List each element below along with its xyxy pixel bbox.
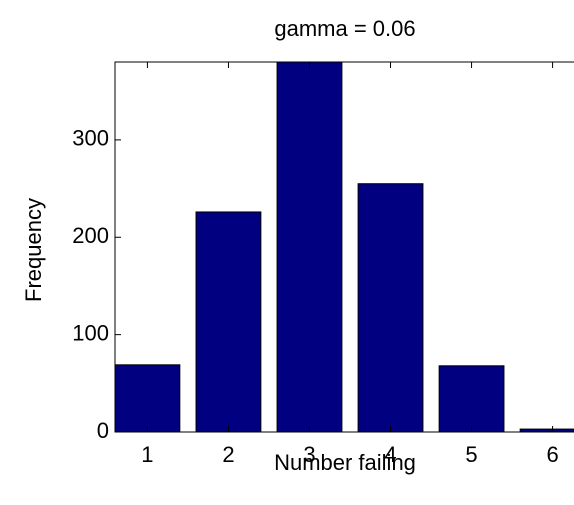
bar bbox=[276, 61, 343, 433]
bar bbox=[438, 365, 505, 433]
x-tick-label: 3 bbox=[303, 442, 315, 467]
bar bbox=[195, 211, 262, 433]
bar bbox=[114, 364, 181, 433]
x-tick-label: 4 bbox=[384, 442, 396, 467]
plot-frame bbox=[114, 61, 574, 433]
y-tick-label: 0 bbox=[97, 418, 109, 443]
x-tick-label: 6 bbox=[546, 442, 558, 467]
y-axis-label: Frequency bbox=[21, 198, 46, 302]
x-tick-label: 1 bbox=[141, 442, 153, 467]
y-tick-label: 300 bbox=[72, 126, 109, 151]
y-tick-label: 200 bbox=[72, 223, 109, 248]
x-tick-label: 5 bbox=[465, 442, 477, 467]
bar bbox=[357, 183, 424, 433]
x-axis-label: Number failing bbox=[274, 450, 416, 475]
chart-title: gamma = 0.06 bbox=[274, 16, 415, 41]
x-tick-label: 2 bbox=[222, 442, 234, 467]
y-tick-label: 100 bbox=[72, 320, 109, 345]
